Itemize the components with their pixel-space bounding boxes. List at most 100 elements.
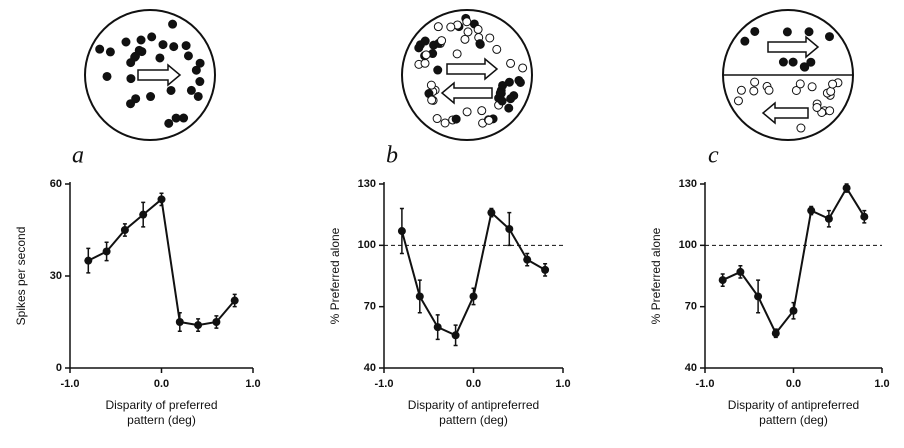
dot: [179, 113, 189, 123]
dot: [806, 57, 816, 67]
data-point: [433, 323, 442, 332]
y-axis-label: % Preferred alone: [649, 227, 663, 324]
dot: [807, 82, 817, 92]
dot: [421, 50, 431, 60]
x-axis-label: pattern (deg): [759, 413, 828, 427]
dot: [433, 22, 443, 32]
dot: [462, 17, 472, 27]
x-axis-label: Disparity of preferred: [105, 398, 217, 412]
x-tick-label: 1.0: [245, 378, 260, 390]
dot: [733, 96, 743, 106]
dot: [126, 58, 136, 68]
motion-arrow: [440, 81, 493, 105]
dot: [778, 57, 788, 67]
dot: [432, 114, 442, 124]
data-point: [451, 331, 460, 340]
dot: [195, 58, 205, 68]
dot: [485, 33, 495, 43]
x-axis-label: Disparity of antipreferred: [408, 398, 539, 412]
data-point: [718, 276, 727, 285]
data-point: [102, 247, 111, 256]
dot: [166, 85, 176, 95]
dot: [168, 19, 178, 29]
dot: [518, 63, 528, 73]
dot: [799, 62, 809, 72]
dot: [796, 123, 806, 133]
data-point: [120, 226, 129, 234]
dot: [105, 47, 115, 57]
y-tick-label: 40: [685, 362, 697, 374]
dot: [475, 39, 485, 49]
dot: [146, 92, 156, 102]
x-tick-label: -1.0: [696, 378, 715, 390]
dot: [452, 49, 462, 59]
dot: [136, 35, 146, 45]
data-point: [842, 184, 851, 193]
dot: [451, 114, 461, 124]
dot: [155, 53, 165, 63]
dot: [791, 85, 801, 95]
dot: [134, 45, 144, 55]
dot: [504, 103, 514, 113]
data-point: [789, 306, 798, 315]
dot: [440, 118, 450, 128]
dot: [812, 102, 822, 112]
dot: [736, 85, 746, 95]
dot: [158, 40, 168, 50]
dot: [164, 118, 174, 128]
x-tick-label: 1.0: [555, 378, 570, 390]
data-line: [400, 210, 546, 337]
y-tick-label: 70: [364, 301, 376, 313]
dot: [828, 79, 838, 89]
y-tick-label: 100: [679, 239, 697, 251]
dot: [420, 58, 430, 68]
x-tick-label: 0.0: [786, 378, 801, 390]
y-tick-label: 30: [50, 270, 62, 282]
dot: [426, 80, 436, 90]
data-point: [397, 227, 406, 236]
dot: [462, 107, 472, 117]
dot: [126, 74, 136, 84]
data-point: [505, 224, 514, 233]
dot: [506, 94, 516, 104]
aperture: [401, 9, 533, 141]
dot: [181, 41, 191, 51]
data-point: [84, 256, 93, 265]
dot: [740, 36, 750, 46]
dot: [825, 106, 835, 116]
dot: [446, 22, 456, 32]
motion-arrow: [137, 63, 182, 87]
panel-letter: a: [72, 143, 84, 169]
x-tick-label: 0.0: [466, 378, 481, 390]
dot: [131, 94, 141, 104]
dot: [414, 43, 424, 53]
dot: [191, 65, 201, 75]
dot: [750, 77, 760, 87]
dot: [788, 57, 798, 67]
data-point: [469, 292, 478, 301]
data-point: [157, 195, 166, 204]
data-point: [771, 329, 780, 338]
data-point: [523, 255, 532, 264]
dot: [437, 36, 447, 46]
data-point: [175, 318, 184, 326]
dot: [824, 32, 834, 42]
y-tick-label: 40: [364, 362, 376, 374]
data-point: [212, 318, 221, 326]
dot: [782, 27, 792, 37]
dot: [433, 65, 443, 75]
dot: [506, 58, 516, 68]
data-point: [194, 321, 203, 330]
motion-arrow: [767, 35, 820, 59]
dot: [186, 85, 196, 95]
dot: [498, 80, 508, 90]
dot: [171, 113, 181, 123]
x-axis-label: Disparity of antipreferred: [728, 398, 859, 412]
dot: [749, 86, 759, 96]
motion-arrow: [446, 57, 499, 81]
dot: [495, 88, 505, 98]
aperture: [84, 9, 216, 141]
data-point: [230, 296, 239, 305]
data-line: [87, 197, 236, 327]
